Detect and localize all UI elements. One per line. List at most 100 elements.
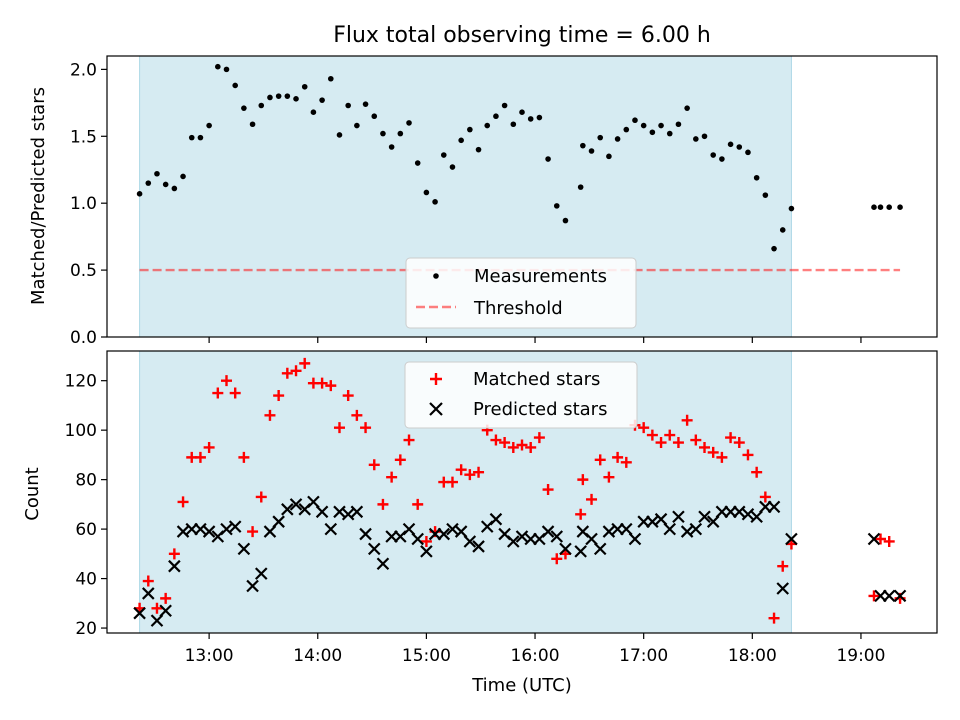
measurement-point bbox=[484, 122, 491, 129]
matched-star-point bbox=[394, 454, 406, 466]
predicted-star-point bbox=[472, 540, 485, 553]
matched-star-point bbox=[516, 439, 528, 451]
matched-star-point bbox=[672, 437, 684, 449]
matched-star-point bbox=[151, 602, 163, 614]
matched-star-point bbox=[759, 491, 771, 503]
measurement-point bbox=[397, 130, 404, 137]
predicted-star-point bbox=[541, 525, 555, 538]
predicted-star-point bbox=[741, 507, 755, 521]
x-tick-label: 15:00 bbox=[402, 646, 451, 666]
matched-star-point bbox=[777, 560, 789, 572]
matched-star-point bbox=[238, 451, 250, 463]
top-x-tick-marks bbox=[208, 337, 862, 343]
matched-star-point bbox=[681, 414, 693, 426]
matched-star-point bbox=[716, 451, 728, 463]
predicted-star-point bbox=[376, 557, 390, 571]
predicted-star-point bbox=[202, 525, 216, 538]
predicted-star-point bbox=[559, 542, 572, 556]
matched-star-point bbox=[499, 437, 511, 449]
matched-star-point bbox=[868, 590, 880, 602]
bottom-y-label: Count bbox=[22, 467, 43, 520]
measurement-point bbox=[171, 185, 178, 192]
measurement-point bbox=[197, 134, 204, 141]
matched-star-point bbox=[464, 469, 476, 481]
predicted-star-point bbox=[159, 604, 172, 618]
matched-star-point bbox=[533, 432, 545, 444]
measurement-point bbox=[877, 204, 884, 211]
matched-star-point bbox=[255, 491, 267, 503]
measurement-point bbox=[241, 105, 247, 111]
measurement-point bbox=[632, 117, 638, 124]
predicted-star-point bbox=[574, 545, 587, 558]
matched-star-point bbox=[325, 380, 337, 392]
measurement-point bbox=[336, 132, 343, 138]
x-tick-label: 17:00 bbox=[619, 646, 668, 666]
matched-star-point bbox=[177, 496, 189, 508]
predicted-star-point bbox=[420, 545, 433, 558]
matched-star-point bbox=[542, 484, 554, 496]
measurement-point bbox=[745, 149, 751, 156]
x-tick-label: 13:00 bbox=[185, 646, 234, 666]
top-y-label: Matched/Predicted stars bbox=[28, 87, 49, 305]
y-tick-label: 80 bbox=[75, 471, 97, 491]
predicted-star-point bbox=[602, 525, 616, 538]
matched-star-point bbox=[168, 548, 180, 560]
matched-star-point bbox=[575, 508, 587, 520]
measurement-point bbox=[258, 102, 265, 109]
predicted-star-point bbox=[359, 527, 372, 541]
measurement-point bbox=[215, 63, 221, 70]
matched-star-point bbox=[620, 456, 632, 468]
measurement-point bbox=[519, 109, 525, 115]
measurement-point bbox=[249, 121, 256, 128]
bottom-panel: 20 40 60 80 100 120 13:00 14:00 15:00 16:00 17:00… bbox=[22, 350, 938, 696]
measurement-point bbox=[458, 137, 464, 144]
matched-star-point bbox=[194, 451, 206, 463]
predicted-star-point bbox=[176, 525, 190, 538]
legend-matched-label: Matched stars bbox=[473, 369, 600, 390]
predicted-star-point bbox=[620, 522, 633, 536]
measurement-point bbox=[223, 66, 230, 73]
predicted-star-point bbox=[350, 505, 364, 519]
predicted-star-point bbox=[663, 522, 677, 536]
predicted-star-point bbox=[194, 522, 207, 536]
predicted-star-point bbox=[750, 510, 763, 524]
measurement-point bbox=[371, 113, 378, 120]
matched-star-point bbox=[638, 422, 650, 434]
measurement-point bbox=[666, 130, 673, 137]
measurement-point bbox=[580, 142, 586, 149]
y-tick-label: 100 bbox=[65, 421, 97, 441]
measurement-point bbox=[440, 152, 447, 158]
predicted-star-point bbox=[515, 530, 529, 543]
predicted-star-point bbox=[698, 510, 711, 524]
measurement-point bbox=[675, 121, 682, 128]
measurement-point bbox=[897, 204, 903, 211]
measurement-point bbox=[719, 156, 725, 162]
measurement-point bbox=[597, 134, 604, 141]
predicted-star-point bbox=[150, 614, 164, 627]
measurement-point bbox=[449, 164, 456, 170]
matched-star-point bbox=[490, 434, 502, 446]
predicted-star-point bbox=[315, 505, 329, 519]
matched-star-point bbox=[229, 387, 241, 399]
measurement-point bbox=[701, 133, 708, 140]
top-panel: 0.00.51.01.52.0 Matched/Predicted stars … bbox=[28, 55, 938, 348]
measurement-point bbox=[180, 173, 186, 180]
bottom-plot-frame bbox=[106, 350, 938, 634]
measurement-point bbox=[188, 134, 195, 141]
predicted-star-point bbox=[706, 515, 720, 528]
measurement-point bbox=[684, 105, 690, 111]
measurement-point bbox=[362, 101, 369, 107]
y-tick-label: 0.0 bbox=[70, 328, 97, 348]
matched-star-point bbox=[247, 526, 259, 538]
measurement-point bbox=[536, 114, 543, 121]
measurement-point bbox=[527, 116, 534, 122]
predicted-star-point bbox=[446, 522, 459, 536]
predicted-star-point bbox=[593, 542, 607, 556]
measurement-point bbox=[232, 82, 238, 89]
y-tick-label: 0.5 bbox=[70, 261, 97, 281]
matched-star-point bbox=[586, 493, 598, 505]
matched-star-point bbox=[612, 451, 624, 463]
y-tick-label: 2.0 bbox=[70, 60, 97, 80]
measurement-point bbox=[154, 170, 160, 177]
